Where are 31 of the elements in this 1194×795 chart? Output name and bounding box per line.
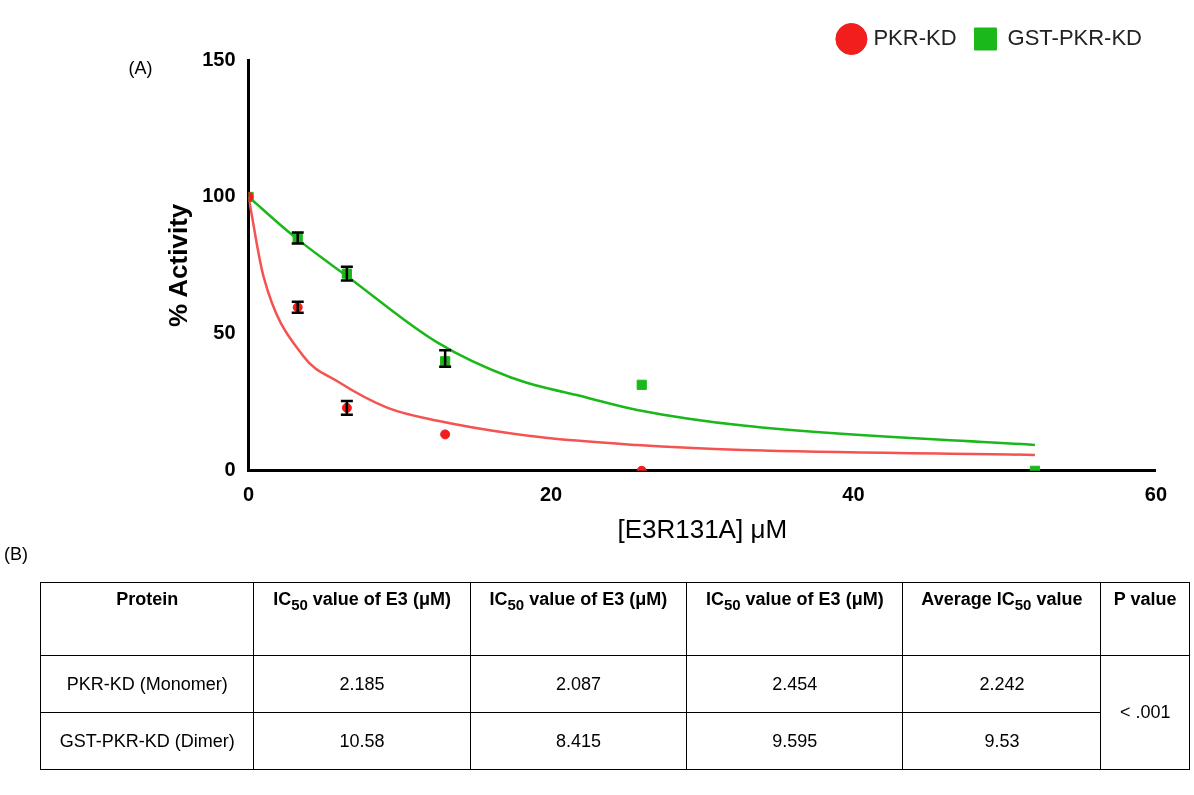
text: IC$_{50}$ value of E3 (μM)	[470, 582, 687, 656]
text: 8.415	[470, 712, 687, 770]
text: < .001	[1100, 655, 1190, 770]
x-axis-title: [E3R131A] μM	[617, 513, 788, 544]
y-tick-label: 100	[202, 184, 236, 207]
y-axis-title: % Activity	[162, 203, 193, 328]
text: 2.454	[686, 655, 903, 713]
x-tick-label: 60	[1144, 483, 1167, 506]
y-tick-label: 0	[224, 458, 236, 481]
text: 2.242	[902, 655, 1101, 713]
text: P value	[1100, 582, 1190, 656]
text: Protein	[40, 582, 254, 656]
text: GST-PKR-KD (Dimer)	[40, 712, 254, 770]
text: 10.58	[253, 712, 471, 770]
text: IC$_{50}$ value of E3 (μM)	[253, 582, 471, 656]
legend-label: GST-PKR-KD	[1007, 25, 1143, 51]
y-tick-label: 50	[213, 321, 236, 344]
legend-label: PKR-KD	[873, 25, 957, 51]
text: IC$_{50}$ value of E3 (μM)	[686, 582, 903, 656]
text: 2.087	[470, 655, 687, 713]
y-tick-label: 150	[202, 47, 236, 70]
text: 9.53	[902, 712, 1101, 770]
x-tick-label: 0	[243, 483, 255, 506]
text: (B)	[4, 544, 28, 565]
text: 2.185	[253, 655, 471, 713]
chart-title: (A)	[128, 57, 153, 78]
text: Average IC$_{50}$ value	[902, 582, 1101, 656]
x-tick-label: 20	[539, 483, 563, 506]
text: 9.595	[686, 712, 903, 770]
x-tick-label: 40	[842, 483, 865, 506]
text: PKR-KD (Monomer)	[40, 655, 254, 713]
